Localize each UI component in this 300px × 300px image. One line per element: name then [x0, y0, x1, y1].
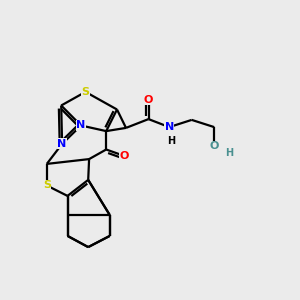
Text: N: N	[58, 139, 67, 149]
Text: H: H	[225, 148, 234, 158]
Text: S: S	[43, 181, 51, 190]
Text: N: N	[165, 122, 174, 132]
Text: O: O	[119, 151, 129, 161]
Text: N: N	[76, 121, 85, 130]
Text: S: S	[82, 87, 89, 97]
Text: O: O	[209, 141, 219, 151]
Text: H: H	[167, 136, 175, 146]
Text: O: O	[144, 95, 153, 105]
